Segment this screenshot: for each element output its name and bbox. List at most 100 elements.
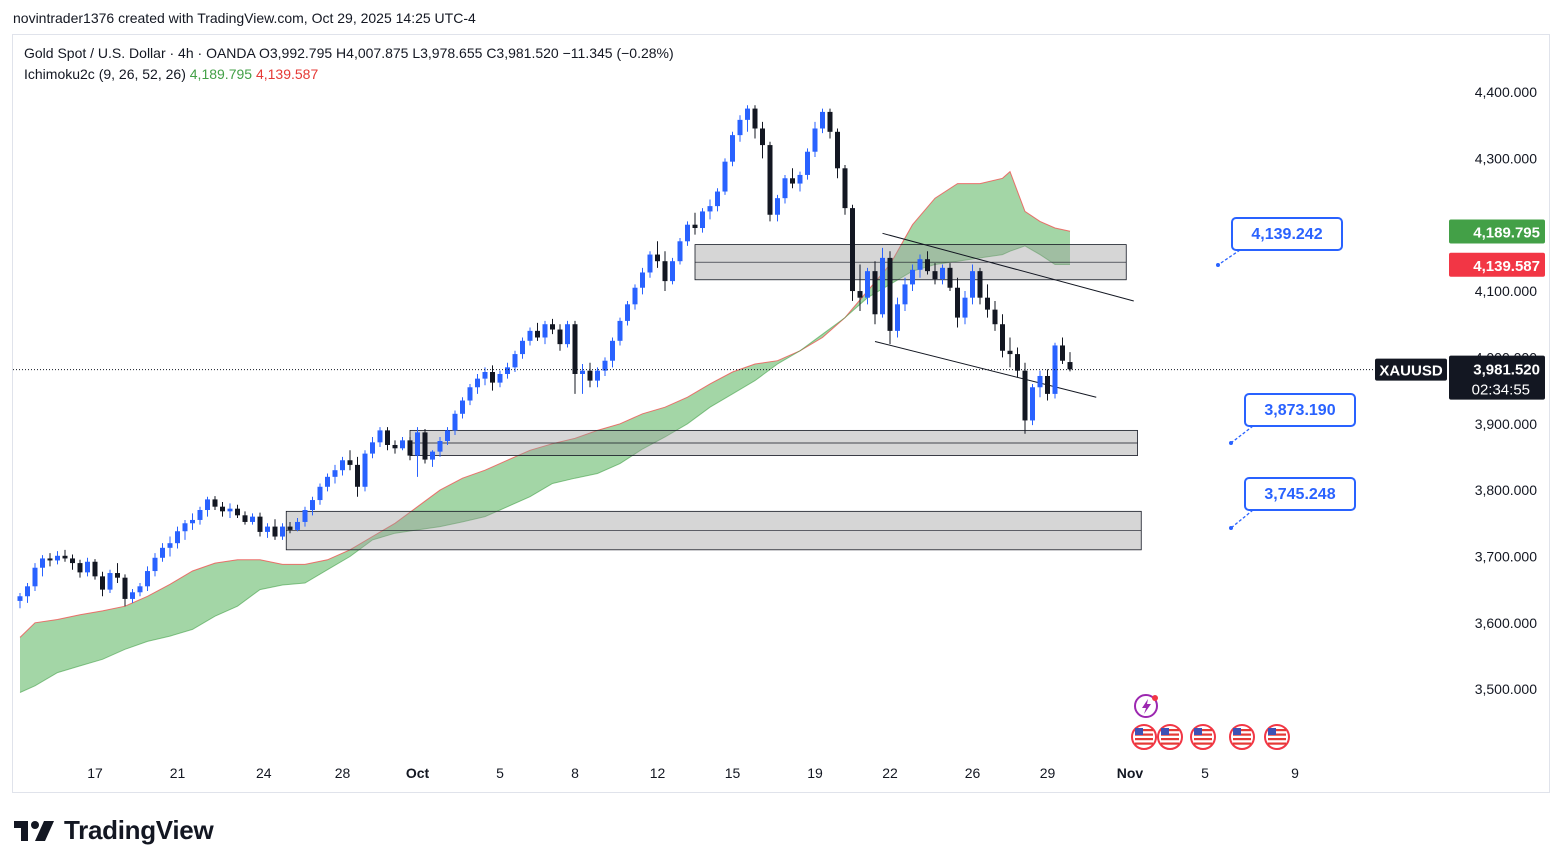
flag-stripe: [1161, 742, 1179, 745]
date-tick-label: 8: [571, 765, 579, 781]
candle-body: [940, 267, 945, 280]
time-axis: 17 21 24 28 Oct 5 8 12 15 19 22 26 29 Nov 5 9: [87, 765, 1299, 781]
tradingview-logo[interactable]: TradingView: [14, 815, 214, 846]
support-resistance-zones: [285, 244, 1142, 551]
candle-body: [475, 378, 480, 388]
flag-stripe: [1194, 738, 1212, 741]
change-value: −11.345 (−0.28%): [562, 45, 674, 61]
candle-body: [647, 254, 653, 273]
candle-body: [857, 291, 863, 298]
lightning-bolt: [1142, 699, 1151, 714]
senkou-a-line: [19, 170, 1071, 638]
price-tick-label: 3,600.000: [1475, 615, 1537, 631]
high-value: H4,007.875: [336, 45, 409, 61]
candle-body: [257, 516, 263, 532]
callout-anchor: [1216, 263, 1220, 267]
candle-body: [1037, 375, 1043, 388]
flag-canton: [1194, 728, 1202, 735]
date-tick-label: 28: [335, 765, 351, 781]
candle-body: [1000, 324, 1005, 351]
candle-body: [437, 441, 443, 452]
candle-body: [565, 324, 570, 345]
candle-body: [452, 413, 458, 431]
date-tick-label: 15: [725, 765, 741, 781]
trendline-1: [882, 232, 1134, 302]
date-tick-label: 5: [496, 765, 504, 781]
candle-body: [272, 526, 278, 537]
chart-frame: [12, 34, 1550, 793]
price-tick-label: 4,100.000: [1475, 283, 1537, 299]
candle-body: [1007, 350, 1013, 355]
callout-label: 4,139.242: [1251, 226, 1322, 243]
date-tick-label: 9: [1291, 765, 1299, 781]
flag-canton: [1161, 728, 1169, 735]
candle-body: [505, 367, 510, 374]
candle-body: [407, 440, 413, 456]
candle-body: [730, 135, 735, 162]
candle-body: [190, 519, 195, 524]
candle-body: [850, 208, 855, 292]
flag-stripe: [1233, 729, 1251, 732]
flag-stripe: [1161, 738, 1179, 741]
candle-body: [655, 254, 660, 262]
candle-body: [145, 571, 150, 587]
candle-body: [895, 304, 900, 331]
callout-label: 3,745.248: [1264, 486, 1335, 503]
candle-body: [550, 324, 555, 330]
candle-body: [737, 119, 743, 136]
candle-body: [325, 476, 330, 487]
candle-body: [662, 261, 668, 282]
earnings-lightning-icon: [1134, 694, 1158, 718]
callout-box: [1244, 393, 1356, 427]
candle-body: [182, 523, 188, 532]
flag-stripe: [1194, 742, 1212, 745]
date-tick-label: Nov: [1117, 765, 1144, 781]
price-tick-label: 4,400.000: [1475, 84, 1537, 100]
candle-body: [527, 330, 533, 341]
callout-box: [1231, 217, 1343, 251]
flag-stripe: [1135, 733, 1153, 736]
candle-body: [587, 370, 593, 381]
flag-stripe: [1194, 729, 1212, 732]
date-tick-label: 5: [1201, 765, 1209, 781]
candle-body: [805, 151, 810, 175]
candle-body: [767, 145, 773, 215]
candle-body: [947, 267, 953, 288]
tradingview-logo-text: TradingView: [64, 815, 214, 845]
candle-body: [17, 596, 23, 601]
candle-body: [812, 128, 818, 152]
candle-body: [932, 271, 938, 280]
candle-body: [137, 586, 143, 593]
candle-body: [625, 304, 630, 321]
candle-body: [632, 287, 638, 305]
candle-body: [467, 387, 473, 401]
candle-body: [242, 515, 248, 522]
us-flag-event-icon: [1157, 724, 1183, 750]
candle-body: [490, 371, 495, 383]
bar-countdown-label: 02:34:55: [1472, 382, 1530, 399]
candle-body: [265, 526, 270, 532]
candle-body: [1045, 375, 1050, 394]
candle-body: [797, 174, 803, 184]
flag-stripe: [1194, 733, 1212, 736]
candle-body: [610, 340, 615, 361]
last-price-tag: [1449, 355, 1545, 400]
candle-body: [220, 506, 225, 512]
date-tick-label: 29: [1040, 765, 1056, 781]
us-flag-event-icon: [1190, 724, 1216, 750]
candle-body: [482, 371, 488, 379]
candle-body: [992, 309, 998, 325]
price-tick-label: 4,300.000: [1475, 150, 1537, 166]
price-axis: 4,400.0004,300.0004,200.0004,100.0004,00…: [1375, 84, 1545, 697]
candle-body: [235, 508, 240, 516]
candle-body: [25, 586, 30, 597]
candle-body: [925, 259, 930, 272]
candle-body: [1060, 345, 1065, 361]
flag-stripe: [1268, 742, 1286, 745]
candle-body: [842, 168, 848, 209]
flag-stripe: [1268, 738, 1286, 741]
candle-body: [392, 444, 398, 449]
candle-body: [557, 329, 563, 345]
candle-body: [1067, 362, 1073, 370]
